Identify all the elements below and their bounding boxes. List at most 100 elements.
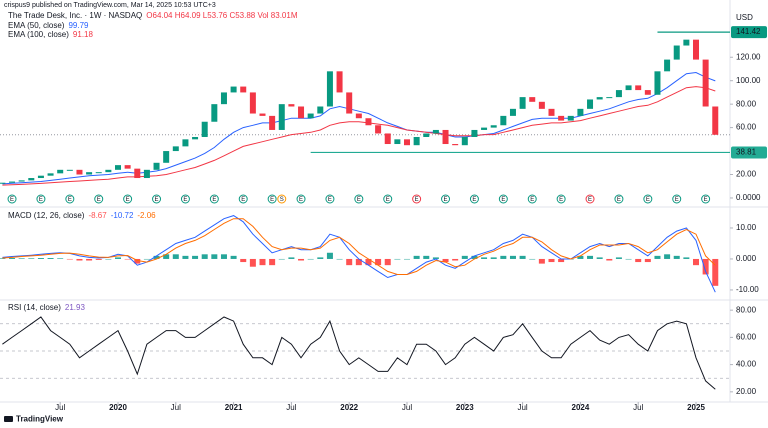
histogram-bar [606, 258, 613, 261]
event-label: E [126, 197, 130, 203]
candle [548, 108, 555, 116]
candle [124, 165, 131, 169]
y-tick-label: 20.00 [736, 170, 757, 179]
level-label-box [731, 26, 767, 39]
event-label: E [617, 197, 621, 203]
histogram-bar [500, 255, 507, 259]
histogram-bar [587, 255, 594, 259]
y-tick-label: 60.00 [736, 123, 757, 132]
histogram-bar [394, 258, 401, 260]
histogram-bar [192, 255, 199, 259]
histogram-bar [375, 258, 382, 266]
histogram-bar [693, 258, 699, 266]
candle [153, 162, 160, 170]
event-label: E [530, 197, 534, 203]
histogram-bar [134, 258, 141, 264]
event-label: E [328, 197, 332, 203]
histogram-bar [249, 258, 256, 267]
event-label: E [386, 197, 390, 203]
legend: The Trade Desk, Inc. · 1W · NASDAQ O64.04… [8, 11, 298, 20]
histogram-bar [163, 254, 170, 259]
event-marker [614, 194, 624, 204]
event-marker [123, 194, 133, 204]
event-marker [7, 194, 17, 204]
histogram-bar [47, 258, 54, 259]
y-tick-label: 80.00 [736, 305, 757, 314]
event-label: E [357, 197, 361, 203]
event-label: E [270, 197, 274, 203]
histogram-bar [712, 258, 719, 286]
candle [57, 169, 64, 174]
candle [220, 92, 227, 105]
candle [702, 59, 709, 107]
candle [47, 173, 54, 176]
event-label: E [241, 197, 245, 203]
candle [442, 129, 449, 145]
event-label: E [415, 197, 419, 203]
macd-line [2, 215, 716, 293]
y-tick-label: -10.00 [736, 285, 759, 294]
histogram-bar [538, 258, 545, 264]
histogram-bar [615, 257, 622, 259]
x-tick-label: 2021 [225, 403, 243, 412]
legend-value: -8.67 [88, 211, 107, 220]
event-marker [354, 194, 364, 204]
histogram-bar [673, 255, 680, 259]
histogram-bar [558, 258, 565, 263]
event-marker [701, 194, 711, 204]
event-label: S [280, 197, 284, 203]
histogram-bar [288, 257, 295, 259]
candle [529, 97, 536, 102]
event-marker [267, 194, 277, 204]
event-label: E [444, 197, 448, 203]
histogram-bar [278, 258, 285, 260]
histogram-bar [0, 258, 6, 259]
histogram-bar [702, 258, 709, 275]
event-marker [412, 194, 422, 204]
y-tick-label: 60.00 [736, 332, 757, 341]
histogram-bar [346, 258, 353, 266]
event-label: E [68, 197, 72, 203]
legend-name: EMA (50, close) [8, 21, 65, 30]
candle [596, 97, 603, 100]
x-tick-label: 2020 [109, 403, 127, 412]
candle [355, 113, 362, 119]
candle [163, 151, 170, 163]
candle [375, 125, 382, 134]
candle [384, 133, 391, 145]
candle [500, 115, 507, 126]
x-tick-label: Jul [171, 403, 181, 412]
histogram-bar [37, 258, 44, 259]
histogram-bar [115, 257, 121, 259]
x-tick-label: 2023 [456, 403, 474, 412]
candle [76, 169, 83, 175]
candle [481, 127, 488, 130]
histogram-bar [28, 258, 35, 259]
brand-logo [4, 416, 13, 422]
candle [143, 169, 150, 179]
candle [509, 108, 516, 116]
candle [18, 180, 25, 182]
event-label: E [183, 197, 187, 203]
histogram-bar [461, 255, 468, 259]
ema-line [2, 86, 716, 186]
histogram-bar [471, 255, 478, 259]
event-marker [325, 194, 335, 204]
candle [66, 169, 73, 171]
candle [346, 92, 353, 114]
candle [683, 39, 690, 46]
candle [712, 106, 719, 135]
title: MACD (12, 26, close) [8, 211, 85, 220]
event-label: E [472, 197, 476, 203]
event-label: E [646, 197, 650, 203]
candle [654, 71, 661, 95]
candle [404, 139, 410, 146]
title: The Trade Desk, Inc. · 1W · NASDAQ [8, 11, 142, 20]
x-tick-label: Jul [402, 403, 412, 412]
x-tick-label: 2024 [572, 403, 590, 412]
candle [269, 115, 276, 130]
histogram-bar [683, 257, 690, 259]
candle [577, 108, 584, 116]
event-marker [238, 194, 248, 204]
histogram-bar [664, 254, 671, 259]
